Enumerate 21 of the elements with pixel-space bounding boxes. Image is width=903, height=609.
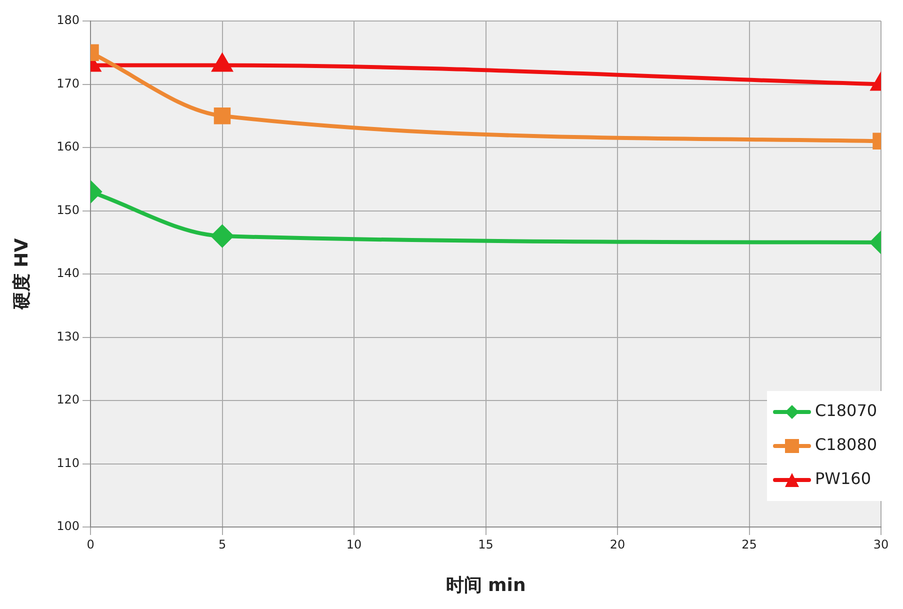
x-tick-label: 10	[346, 537, 362, 552]
y-tick-label: 150	[56, 202, 80, 217]
x-tick-label: 15	[478, 537, 494, 552]
y-tick-label: 120	[56, 392, 80, 407]
y-tick-label: 140	[56, 266, 80, 280]
legend-label: PW160	[815, 469, 872, 488]
y-tick-label: 180	[56, 13, 80, 28]
y-tick-label: 100	[56, 519, 80, 534]
y-tick-label: 160	[56, 140, 80, 154]
y-axis-title: 硬度 HV	[11, 238, 32, 311]
x-tick-label: 25	[742, 537, 757, 552]
x-axis-title: 时间 min	[446, 574, 526, 596]
legend-label: C18080	[815, 435, 878, 454]
x-tick-label: 30	[873, 537, 889, 552]
x-tick-label: 20	[610, 537, 626, 552]
y-tick-label: 170	[56, 76, 80, 90]
y-tick-label: 110	[56, 456, 80, 470]
x-tick-label: 5	[218, 537, 226, 552]
y-tick-label: 130	[56, 329, 80, 344]
x-tick-label: 0	[86, 537, 94, 552]
legend-label: C18070	[815, 401, 878, 420]
